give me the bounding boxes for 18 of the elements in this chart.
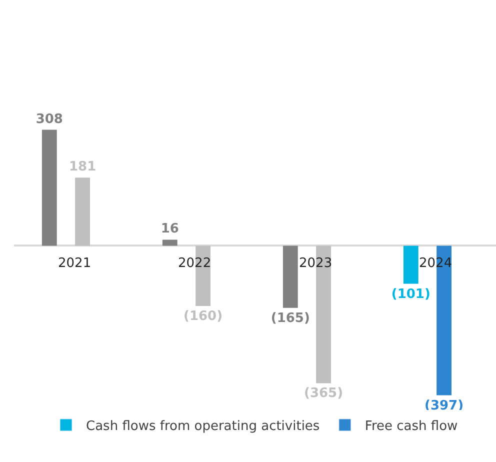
- x-tick-label: 2022: [178, 256, 212, 271]
- data-label: (160): [184, 309, 223, 324]
- legend-label: Free cash flow: [364, 419, 458, 434]
- bar: [42, 130, 57, 246]
- legend-label: Cash flows from operating activities: [86, 419, 320, 434]
- x-tick-label: 2021: [58, 256, 92, 271]
- data-label: (365): [304, 386, 344, 402]
- data-label: 308: [36, 112, 63, 127]
- data-label: (101): [391, 286, 430, 302]
- data-label: 181: [68, 160, 96, 175]
- bar: [282, 246, 298, 308]
- bar: [162, 240, 178, 246]
- bar: [403, 246, 418, 284]
- data-label: 16: [160, 222, 179, 237]
- data-label: (165): [270, 310, 310, 326]
- bar: [75, 178, 90, 246]
- x-tick-label: 2023: [299, 256, 332, 271]
- data-label: (397): [424, 398, 464, 414]
